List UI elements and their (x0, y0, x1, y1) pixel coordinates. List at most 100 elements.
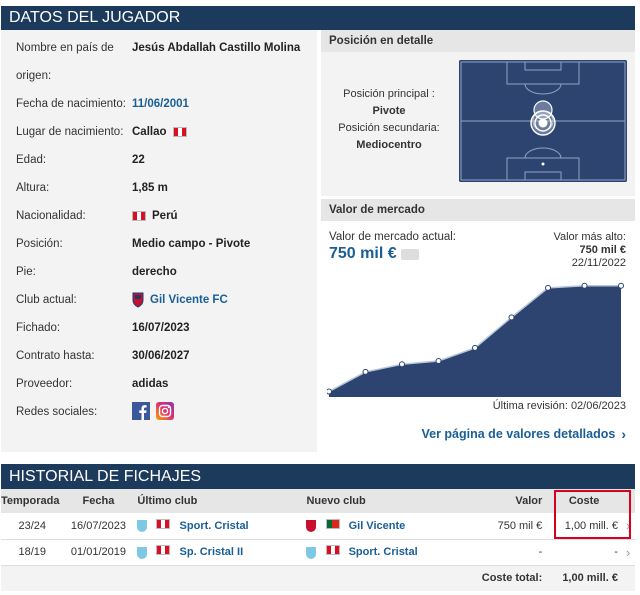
field-label: Proveedor: (16, 378, 73, 390)
birthdate-link[interactable]: 11/06/2001 (132, 98, 189, 110)
to-club-link[interactable]: Gil Vicente (348, 520, 406, 533)
transfers-header: HISTORIAL DE FICHAJES (1, 464, 635, 489)
row-season: 18/19 (1, 539, 64, 566)
current-value-label: Valor de mercado actual: (329, 231, 456, 243)
field-label: Nombre en país de (16, 42, 114, 54)
main-position-label: Posición principal : (343, 88, 435, 100)
transfers-table: Temporada Fecha Último club Nuevo club V… (1, 489, 635, 591)
peru-flag-icon (172, 127, 187, 137)
player-data-header: DATOS DEL JUGADOR (1, 6, 635, 30)
details-link-label[interactable]: Ver página de valores detallados (421, 427, 616, 441)
secondary-position-value: Mediocentro (356, 139, 422, 151)
instagram-icon[interactable] (156, 402, 174, 420)
row-date: 16/07/2023 (63, 513, 134, 540)
gil-vicente-crest-icon (306, 520, 317, 533)
player-data-panel: Nombre en país de origen: Jesús Abdallah… (1, 30, 317, 452)
max-value-label: Valor más alto: (553, 231, 626, 243)
chart-point[interactable] (362, 368, 369, 375)
field-name: Nombre en país de origen: Jesús Abdallah… (16, 34, 312, 90)
portugal-flag-icon (325, 519, 340, 530)
field-label: Fecha de nacimiento: (16, 98, 126, 110)
field-label: Nacionalidad: (16, 210, 86, 222)
secondary-position-label: Posición secundaria: (338, 122, 440, 134)
field-value: Medio campo - Pivote (132, 238, 251, 250)
field-birthplace: Lugar de nacimiento: Callao (16, 118, 312, 146)
peru-flag-icon (156, 545, 171, 556)
peru-flag-icon (325, 545, 340, 556)
sporting-cristal-crest-icon (137, 546, 148, 559)
field-height: Altura: 1,85 m (16, 174, 312, 202)
market-value-title: Valor de mercado (329, 204, 425, 216)
sporting-cristal-crest-icon (306, 546, 317, 559)
total-row: Coste total: 1,00 mill. € (1, 565, 635, 591)
field-provider: Proveedor: adidas (16, 370, 312, 398)
table-row[interactable]: 23/24 16/07/2023 Sport. Cristal Gil Vice… (1, 513, 635, 540)
field-label: Altura: (16, 182, 50, 194)
col-value: Valor (466, 489, 547, 513)
chart-point[interactable] (581, 282, 588, 289)
chart-point[interactable] (435, 358, 442, 364)
field-value: 16/07/2023 (132, 322, 190, 334)
field-label: Redes sociales: (16, 406, 98, 418)
chevron-right-icon[interactable]: › (621, 539, 635, 566)
field-signed: Fichado: 16/07/2023 (16, 314, 312, 342)
from-club-link[interactable]: Sport. Cristal (179, 520, 249, 533)
position-header: Posición en detalle (321, 30, 635, 52)
chart-point[interactable] (545, 284, 551, 291)
chart-point[interactable] (399, 361, 405, 368)
field-foot: Pie: derecho (16, 258, 312, 286)
current-value: 750 mil € (329, 245, 397, 262)
field-value: adidas (132, 378, 169, 390)
col-last-club: Último club (133, 489, 303, 513)
field-position: Posición: Medio campo - Pivote (16, 230, 312, 258)
row-value: - (466, 539, 547, 566)
club-link[interactable]: Gil Vicente FC (150, 294, 228, 306)
field-nationality: Nacionalidad: Perú (16, 202, 312, 230)
row-cost: - (546, 539, 622, 566)
transfers-title: HISTORIAL DE FICHAJES (9, 467, 202, 485)
field-value: 22 (132, 154, 145, 166)
field-label: Edad: (16, 154, 47, 166)
field-label: Contrato hasta: (16, 350, 95, 362)
details-link[interactable]: Ver página de valores detallados › (421, 426, 626, 442)
player-data-title: DATOS DEL JUGADOR (9, 9, 181, 26)
to-club-link[interactable]: Sport. Cristal (348, 546, 418, 559)
facebook-icon[interactable] (132, 402, 150, 420)
total-label: Coste total: (466, 565, 547, 591)
field-value: Jesús Abdallah Castillo Molina (132, 42, 301, 54)
position-title: Posición en detalle (329, 35, 434, 47)
table-row[interactable]: 18/19 01/01/2019 Sp. Cristal II Sport. C… (1, 539, 635, 566)
last-revision: Última revisión: 02/06/2023 (492, 400, 626, 412)
peru-flag-icon (132, 211, 146, 221)
chart-area (329, 285, 621, 397)
field-club: Club actual: Gil Vicente FC (16, 286, 312, 314)
col-season: Temporada (1, 489, 64, 513)
field-value: derecho (132, 266, 177, 278)
col-cost: Coste (546, 489, 622, 513)
sporting-cristal-crest-icon (137, 520, 148, 533)
chart-point[interactable] (327, 388, 332, 395)
field-label: Lugar de nacimiento: (16, 126, 124, 138)
chevron-right-icon: › (621, 426, 626, 442)
main-position-value: Pivote (372, 105, 406, 117)
row-season: 23/24 (1, 513, 64, 540)
peru-flag-icon (156, 519, 171, 530)
field-label: Club actual: (16, 294, 77, 306)
gil-vicente-crest-icon (132, 292, 144, 308)
chart-point[interactable] (472, 344, 478, 351)
market-value-header: Valor de mercado (321, 199, 635, 221)
cost-highlight-box (554, 490, 631, 539)
field-contract: Contrato hasta: 30/06/2027 (16, 342, 312, 370)
chart-point[interactable] (508, 314, 515, 321)
field-label: Pie: (16, 266, 36, 278)
chart-point[interactable] (618, 282, 624, 289)
from-club-link[interactable]: Sp. Cristal II (179, 546, 244, 559)
col-new-club: Nuevo club (302, 489, 467, 513)
market-value-chart (327, 282, 624, 397)
field-age: Edad: 22 (16, 146, 312, 174)
field-social: Redes sociales: (16, 398, 312, 426)
row-value: 750 mil € (466, 513, 547, 540)
total-value: 1,00 mill. € (546, 565, 622, 591)
position-marker-main (530, 110, 556, 136)
field-value: 30/06/2027 (132, 350, 190, 362)
